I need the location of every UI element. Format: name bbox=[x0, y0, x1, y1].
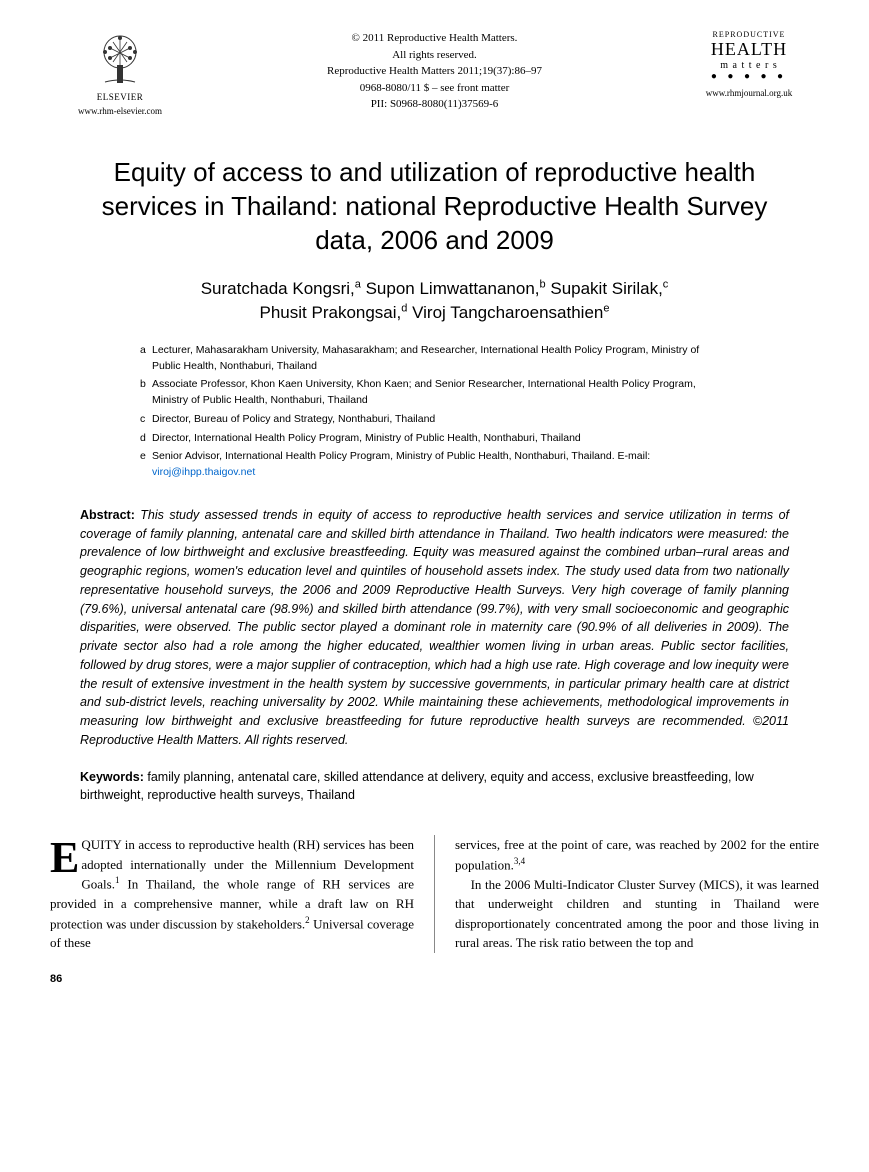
publisher-header: ELSEVIER www.rhm-elsevier.com © 2011 Rep… bbox=[50, 30, 819, 116]
affiliation-item: b Associate Professor, Khon Kaen Univers… bbox=[140, 377, 729, 409]
elsevier-label: ELSEVIER bbox=[50, 92, 190, 102]
author-affil-ref: a bbox=[355, 279, 361, 291]
body-para-text: services, free at the point of care, was… bbox=[455, 837, 819, 872]
abstract-label: Abstract: bbox=[80, 508, 135, 522]
affiliation-label: a bbox=[140, 343, 152, 375]
author-list: Suratchada Kongsri,a Supon Limwattananon… bbox=[110, 277, 759, 325]
rhm-logo: REPRODUCTIVE HEALTH m a t t e r s ● ● ● … bbox=[679, 30, 819, 82]
elsevier-tree-icon bbox=[95, 30, 145, 85]
rhm-logo-reproductive: REPRODUCTIVE bbox=[679, 30, 819, 39]
author-name: Suratchada Kongsri, bbox=[201, 279, 355, 298]
author-name: Supakit Sirilak, bbox=[550, 279, 662, 298]
affiliation-text: Lecturer, Mahasarakham University, Mahas… bbox=[152, 343, 729, 375]
affiliation-text: Director, International Health Policy Pr… bbox=[152, 431, 729, 447]
author-affil-ref: e bbox=[603, 303, 609, 315]
body-column-right: services, free at the point of care, was… bbox=[455, 835, 819, 953]
citation-ref[interactable]: 3,4 bbox=[514, 856, 525, 866]
copyright-line: © 2011 Reproductive Health Matters. bbox=[190, 30, 679, 47]
body-text: EQUITY in access to reproductive health … bbox=[50, 835, 819, 953]
abstract-block: Abstract: This study assessed trends in … bbox=[80, 506, 789, 750]
column-divider bbox=[434, 835, 435, 953]
rights-line: All rights reserved. bbox=[190, 47, 679, 64]
affiliation-label: c bbox=[140, 412, 152, 428]
keywords-label: Keywords: bbox=[80, 770, 144, 784]
keywords-block: Keywords: family planning, antenatal car… bbox=[80, 768, 789, 806]
affiliation-item: e Senior Advisor, International Health P… bbox=[140, 449, 729, 481]
affiliation-label: e bbox=[140, 449, 152, 481]
elsevier-block: ELSEVIER www.rhm-elsevier.com bbox=[50, 30, 190, 116]
keywords-text: family planning, antenatal care, skilled… bbox=[80, 770, 754, 803]
pii-line: PII: S0968-8080(11)37569-6 bbox=[190, 96, 679, 113]
affiliation-text: Director, Bureau of Policy and Strategy,… bbox=[152, 412, 729, 428]
elsevier-url[interactable]: www.rhm-elsevier.com bbox=[50, 106, 190, 116]
issn-line: 0968-8080/11 $ – see front matter bbox=[190, 80, 679, 97]
affiliation-text: Senior Advisor, International Health Pol… bbox=[152, 449, 729, 481]
affiliation-label: b bbox=[140, 377, 152, 409]
rhm-block: REPRODUCTIVE HEALTH m a t t e r s ● ● ● … bbox=[679, 30, 819, 98]
rhm-logo-bullets: ● ● ● ● ● bbox=[679, 71, 819, 82]
author-name: Viroj Tangcharoensathien bbox=[412, 303, 603, 322]
author-affil-ref: b bbox=[540, 279, 546, 291]
rhm-logo-matters: m a t t e r s bbox=[679, 60, 819, 71]
article-title: Equity of access to and utilization of r… bbox=[80, 156, 789, 257]
affiliations-block: a Lecturer, Mahasarakham University, Mah… bbox=[140, 343, 729, 481]
dropcap: E bbox=[50, 835, 81, 878]
affiliation-label: d bbox=[140, 431, 152, 447]
rhm-url[interactable]: www.rhmjournal.org.uk bbox=[679, 88, 819, 98]
citation-line: Reproductive Health Matters 2011;19(37):… bbox=[190, 63, 679, 80]
author-affil-ref: c bbox=[663, 279, 669, 291]
affiliation-text: Associate Professor, Khon Kaen Universit… bbox=[152, 377, 729, 409]
affiliation-item: d Director, International Health Policy … bbox=[140, 431, 729, 447]
body-para-text: In the 2006 Multi-Indicator Cluster Surv… bbox=[455, 875, 819, 953]
rhm-logo-health: HEALTH bbox=[679, 39, 819, 60]
body-column-left: EQUITY in access to reproductive health … bbox=[50, 835, 414, 953]
abstract-text: This study assessed trends in equity of … bbox=[80, 508, 789, 747]
citation-block: © 2011 Reproductive Health Matters. All … bbox=[190, 30, 679, 113]
author-name: Phusit Prakongsai, bbox=[260, 303, 402, 322]
corresponding-email-link[interactable]: viroj@ihpp.thaigov.net bbox=[152, 466, 255, 478]
author-affil-ref: d bbox=[401, 303, 407, 315]
author-name: Supon Limwattananon, bbox=[366, 279, 540, 298]
affiliation-item: c Director, Bureau of Policy and Strateg… bbox=[140, 412, 729, 428]
page-number: 86 bbox=[50, 973, 819, 985]
affiliation-item: a Lecturer, Mahasarakham University, Mah… bbox=[140, 343, 729, 375]
